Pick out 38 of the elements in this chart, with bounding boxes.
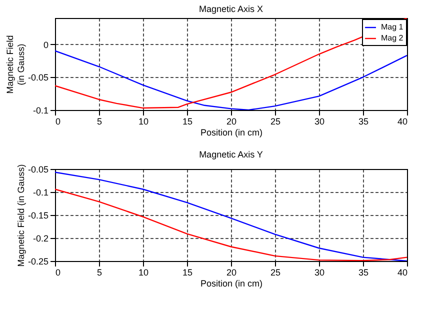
x-tick-label: 15 <box>182 268 193 278</box>
line-series <box>55 50 407 110</box>
x-tick-label: 40 <box>397 268 408 278</box>
line-series <box>55 188 407 261</box>
x-tick-label: 25 <box>270 268 281 278</box>
x-tick-label: 30 <box>314 268 325 278</box>
x-tick-label: 15 <box>182 116 193 126</box>
x-tick-label: 20 <box>226 116 237 126</box>
x-tick-label: 30 <box>314 116 325 126</box>
y-tick-label: -0.05 <box>28 164 48 174</box>
y-tick-label: -0.15 <box>28 210 48 220</box>
x-axis-title: Position (in cm) <box>200 128 263 138</box>
y-tick-label: -0.1 <box>32 188 48 198</box>
line-series <box>55 172 407 261</box>
y-tick-label: -0.1 <box>32 106 48 116</box>
line-series <box>55 18 407 109</box>
x-tick-label: 35 <box>358 268 369 278</box>
x-tick-label: 5 <box>96 116 102 126</box>
x-tick-label: 0 <box>56 116 61 126</box>
x-tick-label: 20 <box>226 268 237 278</box>
x-tick-label: 10 <box>138 116 149 126</box>
x-tick-label: 5 <box>96 268 102 278</box>
chart-title: Magnetic Axis X <box>198 4 264 14</box>
chart-title: Magnetic Axis Y <box>199 150 263 160</box>
x-tick-label: 10 <box>138 268 149 278</box>
y-tick-label: 0 <box>43 40 48 50</box>
x-tick-label: 35 <box>358 116 369 126</box>
y-axis-title: Magnetic Field (in Gauss) <box>16 164 26 267</box>
y-tick-label: -0.25 <box>28 256 48 266</box>
y-tick-label: -0.2 <box>32 234 48 244</box>
y-axis-title: Magnetic Field (in Gauss) <box>4 35 26 94</box>
legend-label: Mag 1 <box>381 22 404 32</box>
y-tick-label: -0.05 <box>28 72 48 83</box>
x-tick-label: 0 <box>56 268 61 278</box>
x-axis-title: Position (in cm) <box>200 278 263 288</box>
legend-label: Mag 2 <box>381 34 404 42</box>
x-tick-label: 40 <box>397 116 408 126</box>
x-tick-label: 25 <box>270 116 281 126</box>
